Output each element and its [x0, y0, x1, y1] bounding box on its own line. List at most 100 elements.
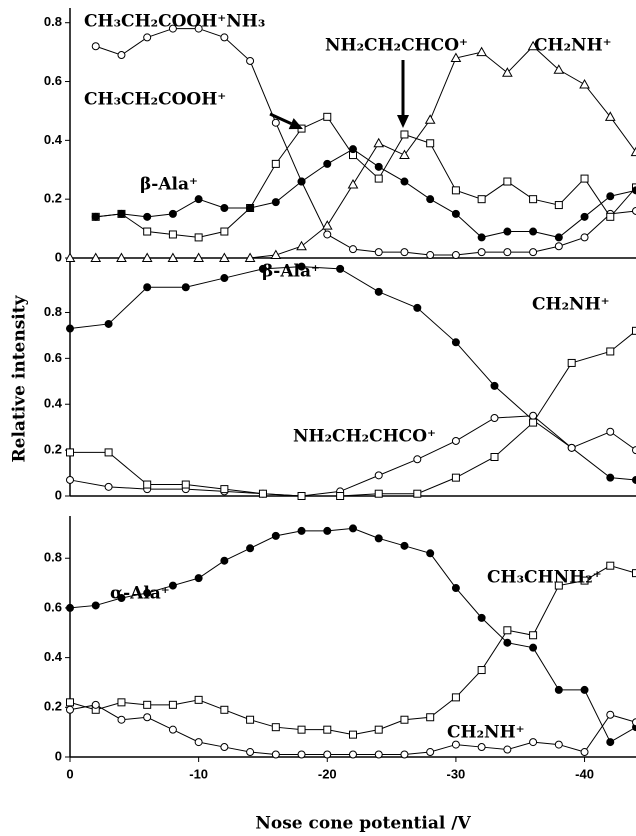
point	[104, 319, 113, 328]
point	[374, 471, 383, 480]
y-axis-label: Relative intensity	[10, 294, 30, 462]
point	[181, 283, 190, 292]
point	[477, 743, 486, 752]
point	[606, 192, 615, 201]
point	[91, 601, 100, 610]
series-line	[69, 266, 636, 481]
point	[490, 414, 499, 422]
point	[143, 227, 152, 236]
y-tick-label: 0.4	[44, 132, 63, 147]
point	[413, 489, 422, 498]
point	[271, 198, 280, 207]
point	[477, 195, 486, 204]
point	[477, 666, 486, 675]
point	[426, 139, 435, 148]
y-tick-label: 0.8	[44, 304, 62, 319]
y-tick-label: 0.4	[44, 396, 63, 411]
point	[426, 713, 435, 722]
point	[529, 227, 538, 236]
point	[413, 455, 422, 464]
point	[66, 448, 74, 457]
point	[143, 589, 152, 598]
point	[117, 209, 126, 218]
point	[141, 252, 153, 262]
annotation: CH₂NH⁺	[534, 36, 612, 56]
point	[323, 526, 332, 535]
point	[502, 67, 513, 77]
x-axis-label: Nose cone potential /V	[255, 814, 471, 834]
point	[194, 195, 203, 204]
point	[349, 750, 357, 759]
point	[503, 227, 512, 236]
point	[66, 252, 76, 262]
point	[424, 114, 436, 124]
annotation: β-Ala⁺	[262, 262, 320, 282]
point	[258, 489, 267, 498]
y-tick-label: 0.8	[44, 14, 62, 29]
point	[503, 745, 512, 754]
point	[220, 743, 229, 752]
arrow-head	[397, 115, 409, 128]
point	[349, 730, 357, 739]
point	[297, 262, 306, 271]
point	[580, 212, 589, 221]
point	[297, 177, 306, 186]
x-tick-label: -10	[189, 766, 208, 781]
point	[194, 233, 203, 242]
point	[66, 324, 74, 333]
point	[580, 685, 589, 694]
point	[606, 427, 615, 436]
point	[374, 248, 383, 257]
point	[336, 264, 345, 273]
point	[194, 24, 203, 33]
point	[503, 248, 512, 257]
point	[193, 252, 204, 262]
point	[580, 748, 589, 757]
arrow-shaft	[269, 112, 292, 125]
point	[66, 705, 74, 714]
point	[374, 534, 383, 543]
point	[632, 186, 636, 195]
point	[477, 233, 486, 242]
point	[606, 212, 615, 221]
point	[167, 252, 179, 262]
series-line	[95, 28, 636, 256]
point	[426, 251, 435, 260]
point	[168, 209, 177, 218]
x-tick-label: 0	[66, 766, 73, 781]
point	[503, 638, 512, 647]
point	[529, 631, 538, 640]
point	[219, 252, 230, 262]
point	[451, 584, 460, 593]
point	[374, 725, 383, 734]
point	[143, 283, 152, 292]
point	[321, 220, 333, 230]
annotation: NH₂CH₂CHCO⁺	[325, 36, 468, 56]
point	[477, 613, 486, 622]
series-line	[69, 415, 636, 497]
point	[632, 206, 636, 215]
point	[104, 448, 113, 457]
point	[194, 574, 203, 583]
point	[194, 695, 203, 704]
y-tick-label: 0.2	[44, 442, 62, 457]
y-tick-label: 0.2	[44, 699, 62, 714]
point	[503, 626, 512, 635]
point	[246, 715, 255, 724]
x-tick-label: -20	[318, 766, 337, 781]
y-tick-label: 0.6	[44, 599, 62, 614]
point	[400, 177, 409, 186]
point	[323, 159, 332, 168]
point	[554, 740, 563, 749]
point	[323, 725, 332, 734]
point	[451, 251, 460, 260]
point	[529, 738, 538, 747]
point	[451, 473, 460, 482]
point	[580, 576, 589, 585]
point	[143, 480, 152, 489]
point	[323, 230, 332, 239]
point	[116, 252, 127, 262]
annotation: β-Ala⁺	[140, 175, 198, 195]
point	[400, 750, 409, 759]
point	[220, 705, 229, 714]
